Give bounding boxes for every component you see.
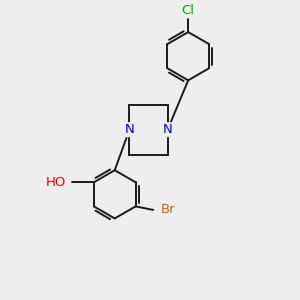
Text: Cl: Cl [182,4,195,17]
Text: Br: Br [160,203,175,216]
Text: HO: HO [46,176,67,189]
Text: N: N [163,123,172,136]
Text: N: N [124,123,134,136]
